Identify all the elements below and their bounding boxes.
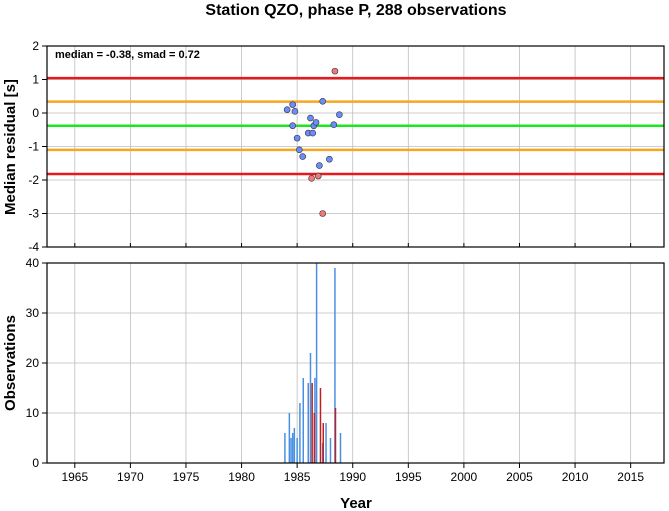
observations-y-tick-label: 30	[26, 306, 40, 320]
observations-y-tick-label: 10	[26, 406, 40, 420]
year-tick-label: 1970	[117, 470, 144, 484]
observations-y-axis-label: Observations	[2, 315, 19, 411]
year-tick-label: 1995	[395, 470, 422, 484]
residual-point	[331, 67, 339, 75]
residual-panel: 210-1-2-3-4 median = -0.38, smad = 0.72 …	[2, 39, 665, 254]
residual-y-tick-label: -1	[28, 140, 39, 154]
residual-y-tick-label: 2	[32, 39, 39, 53]
observations-y-ticks: 40 30 20 10 0	[26, 256, 47, 470]
year-tick-label: 2015	[617, 470, 644, 484]
observations-y-tick-label: 20	[26, 356, 40, 370]
year-x-ticks: 1965 1970 1975 1980 1985 1990 1995 2000 2005 2010…	[61, 463, 644, 484]
median-smad-annotation: median = -0.38, smad = 0.72	[55, 49, 200, 61]
residual-y-tick-label: 1	[32, 73, 39, 87]
residual-y-tick-label: -4	[28, 240, 39, 254]
observations-y-tick-label: 0	[32, 456, 39, 470]
year-tick-label: 1975	[173, 470, 200, 484]
residual-point	[312, 119, 320, 126]
residual-point	[308, 175, 315, 182]
year-tick-label: 1985	[284, 470, 311, 484]
residual-y-axis-label: Median residual [s]	[2, 79, 19, 215]
year-tick-label: 1990	[339, 470, 366, 484]
residual-point	[316, 162, 323, 169]
observations-y-tick-label: 40	[26, 256, 40, 270]
residual-point	[291, 108, 299, 115]
year-tick-label: 2010	[562, 470, 589, 484]
year-tick-label: 2000	[451, 470, 478, 484]
residual-point	[326, 155, 333, 163]
residual-point	[296, 146, 303, 154]
observation-bars	[284, 263, 342, 463]
residual-point	[289, 101, 296, 108]
residual-point	[314, 172, 322, 180]
residual-point	[289, 122, 296, 130]
year-tick-label: 1980	[228, 470, 255, 484]
residual-point	[293, 134, 301, 142]
year-tick-label: 2005	[506, 470, 533, 484]
residual-point	[319, 210, 327, 217]
residual-points	[283, 67, 343, 217]
residual-y-tick-label: -2	[28, 173, 39, 187]
residual-point	[336, 111, 343, 118]
residual-y-tick-label: 0	[32, 106, 39, 120]
residual-point	[283, 106, 291, 113]
year-tick-label: 1965	[61, 470, 88, 484]
residual-point	[330, 121, 338, 129]
residual-y-ticks: 2 1 0 -1 -2 -3 -4	[28, 39, 632, 254]
residual-point	[309, 129, 316, 137]
residual-reference-lines	[47, 76, 664, 176]
residual-y-tick-label: -3	[28, 207, 39, 221]
year-x-axis-label: Year	[340, 495, 372, 511]
residual-point	[307, 114, 314, 122]
residual-point	[299, 153, 306, 160]
chart-title: Station QZO, phase P, 288 observations	[205, 2, 506, 19]
residual-point	[319, 97, 327, 105]
